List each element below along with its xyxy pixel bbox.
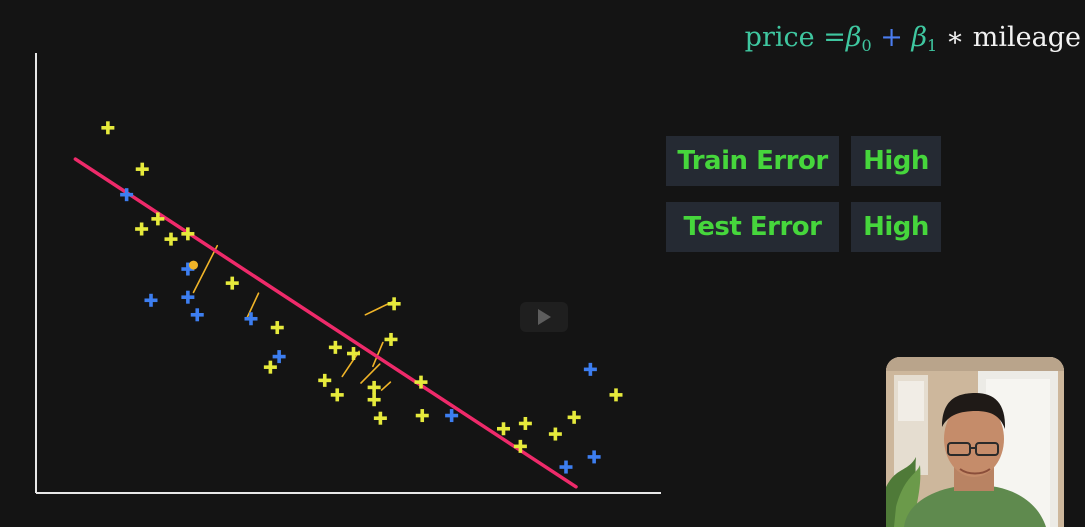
formula-lhs: price xyxy=(744,22,815,53)
train-point xyxy=(367,393,381,407)
train-point xyxy=(101,121,115,135)
train-point xyxy=(567,410,581,424)
play-button[interactable] xyxy=(520,302,568,332)
formula-plus: + xyxy=(880,22,903,53)
formula-times: ∗ xyxy=(945,22,965,53)
train-point xyxy=(318,373,332,387)
train-point xyxy=(414,375,428,389)
train-point xyxy=(164,232,178,246)
residual-stroke xyxy=(380,381,392,391)
train-point xyxy=(135,222,149,236)
train-point xyxy=(367,380,381,394)
formula-beta1: β1 xyxy=(911,22,938,55)
fit-line xyxy=(73,157,578,489)
train-point xyxy=(373,411,387,425)
train-point xyxy=(347,347,360,361)
residual-stroke xyxy=(192,244,219,294)
train-point xyxy=(384,332,398,346)
train-error-value: High xyxy=(851,136,941,186)
test-point xyxy=(244,312,258,326)
residual-stroke xyxy=(341,350,360,378)
train-point xyxy=(330,388,344,402)
test-point xyxy=(190,308,204,322)
test-point xyxy=(144,293,158,307)
test-point xyxy=(181,290,195,304)
train-error-label: Train Error xyxy=(666,136,839,186)
presenter-webcam xyxy=(886,357,1064,527)
train-point xyxy=(513,439,527,453)
train-point xyxy=(328,340,342,354)
test-error-value: High xyxy=(851,202,941,252)
residual-stroke xyxy=(360,363,381,384)
formula-equals: = xyxy=(823,22,846,53)
test-point xyxy=(559,460,573,474)
train-point xyxy=(181,227,195,241)
test-point xyxy=(120,188,134,202)
test-point xyxy=(445,409,459,423)
residual-stroke xyxy=(245,292,260,320)
residual-stroke xyxy=(372,341,384,368)
train-point xyxy=(263,360,277,374)
train-point xyxy=(225,276,239,290)
test-point xyxy=(272,350,286,364)
train-point xyxy=(135,162,149,176)
train-point xyxy=(497,422,510,436)
formula-feature: mileage xyxy=(972,22,1081,53)
train-point xyxy=(518,416,532,430)
train-point xyxy=(270,321,284,335)
test-point xyxy=(587,450,601,464)
presenter-webcam-image xyxy=(886,357,1064,527)
formula-beta0: β0 xyxy=(845,22,872,55)
play-icon xyxy=(538,309,551,325)
test-error-label: Test Error xyxy=(666,202,839,252)
train-point xyxy=(387,297,401,311)
test-point xyxy=(583,362,597,376)
train-point xyxy=(548,427,562,441)
regression-formula: price =β0 + β1 ∗ mileage xyxy=(745,22,1081,55)
highlight-dot xyxy=(189,260,198,270)
train-point xyxy=(415,409,429,423)
train-point xyxy=(609,388,623,402)
train-point xyxy=(151,212,165,226)
